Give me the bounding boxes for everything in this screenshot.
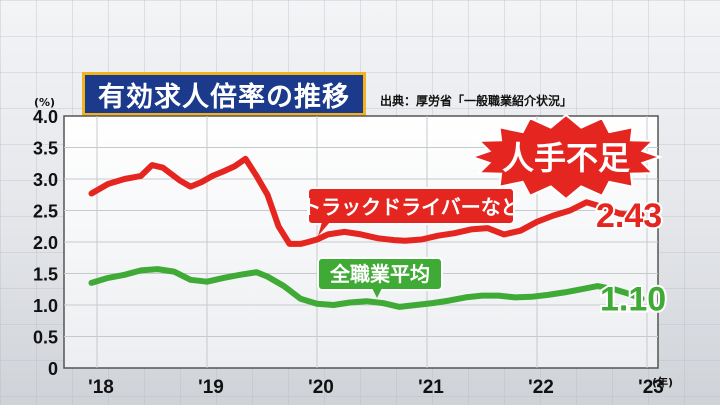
- y-tick-label: 3.0: [33, 170, 58, 190]
- x-tick-label: '23: [638, 377, 664, 398]
- end-value-all-occupations: 1.10: [600, 281, 666, 319]
- x-tick-label: '22: [528, 377, 554, 398]
- series-tag-pointer: [372, 288, 382, 298]
- shortage-badge-label: 人手不足: [502, 139, 630, 177]
- y-tick-label: 0: [48, 359, 58, 379]
- y-tick-label: 1.5: [33, 265, 58, 285]
- series-tag-all-occupations: 全職業平均: [317, 257, 443, 298]
- series-tag-box: [307, 187, 515, 225]
- series-tag-pointer: [318, 222, 330, 236]
- y-tick-label: 3.5: [33, 139, 58, 159]
- y-tick-label: 0.5: [33, 328, 58, 348]
- series-tag-label: トラックドライバーなど: [301, 195, 521, 219]
- x-axis-unit: (年): [652, 376, 674, 389]
- x-tick-label: '19: [198, 377, 224, 398]
- series-tag-label: 全職業平均: [329, 262, 430, 286]
- y-tick-label: 2.5: [33, 202, 58, 222]
- series-line-all-occupations: [88, 266, 645, 310]
- series-line-truck-driver: [88, 155, 645, 247]
- y-axis-unit: (%): [34, 96, 56, 109]
- shortage-badge-burst: [468, 113, 664, 201]
- chart-title: 有効求人倍率の推移: [82, 72, 366, 116]
- source-note: 出典：厚労省「一般職業紹介状況」: [380, 94, 573, 108]
- y-tick-label: 2.0: [33, 233, 58, 253]
- x-tick-label: '18: [88, 377, 114, 398]
- y-tick-label: 1.0: [33, 296, 58, 316]
- x-tick-label: '20: [308, 377, 334, 398]
- series-tag-truck-driver: トラックドライバーなど: [301, 187, 521, 236]
- y-tick-label: 4.0: [33, 107, 58, 127]
- x-tick-label: '21: [418, 377, 444, 398]
- end-value-truck-driver: 2.43: [596, 197, 662, 235]
